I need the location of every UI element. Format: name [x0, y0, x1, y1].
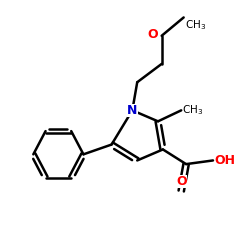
Text: N: N [127, 104, 138, 117]
Text: O: O [148, 28, 158, 41]
Text: O: O [176, 175, 186, 188]
Text: CH$_3$: CH$_3$ [182, 104, 204, 117]
Text: OH: OH [214, 154, 235, 167]
Text: CH$_3$: CH$_3$ [185, 19, 206, 32]
